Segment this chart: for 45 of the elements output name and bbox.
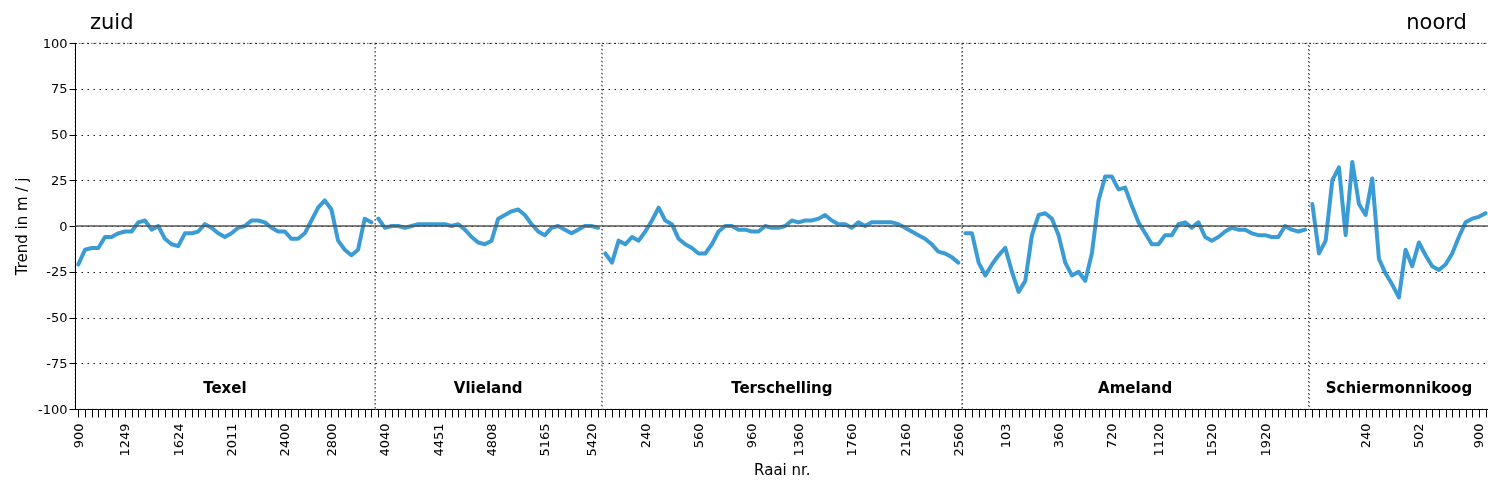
x-tick-label: 960 <box>744 423 760 449</box>
x-tick-label: 4040 <box>377 423 393 457</box>
y-tick-label: 100 <box>42 35 68 51</box>
x-tick-label: 360 <box>1051 423 1067 449</box>
y-axis-title: Trend in m / j <box>13 177 31 277</box>
x-tick-label: 720 <box>1104 423 1120 449</box>
x-tick-label: 560 <box>691 423 707 449</box>
y-tick-label: -25 <box>46 264 68 280</box>
annotation: Schiermonnikoog <box>1325 379 1473 397</box>
chart-title: noord <box>1406 10 1467 34</box>
x-tick-label: 1920 <box>1257 423 1273 457</box>
y-tick-label: -50 <box>46 310 68 325</box>
annotation: Vlieland <box>453 379 523 397</box>
y-tick-label: 75 <box>50 81 68 97</box>
x-tick-label: 1120 <box>1150 423 1166 457</box>
x-tick-label: 1360 <box>790 423 806 457</box>
y-tick-label: 25 <box>50 172 68 188</box>
x-tick-label: 502 <box>1411 423 1427 449</box>
y-tick-label: 50 <box>50 127 68 142</box>
x-tick-label: 1520 <box>1204 423 1220 457</box>
x-tick-label: 5420 <box>583 423 599 457</box>
x-tick-label: 2560 <box>950 423 966 457</box>
x-tick-label: 2160 <box>897 423 913 457</box>
x-tick-label: 5165 <box>537 423 553 457</box>
x-tick-label: 4808 <box>484 423 500 457</box>
x-tick-label: 103 <box>997 423 1013 449</box>
x-tick-label: 2400 <box>277 423 293 457</box>
annotation: Terschelling <box>731 379 833 397</box>
x-axis-title: Raai nr. <box>754 460 811 479</box>
x-tick-label: 2011 <box>224 423 240 457</box>
x-tick-label: 4451 <box>430 423 446 457</box>
y-tick-label: -75 <box>46 355 68 371</box>
x-tick-label: 1624 <box>170 423 186 457</box>
x-tick-label: 900 <box>70 423 86 449</box>
annotation: Ameland <box>1098 379 1173 397</box>
x-tick-label: 2800 <box>323 423 339 457</box>
y-tick-label: -100 <box>37 401 68 417</box>
annotation: Texel <box>203 379 247 397</box>
y-tick-label: 0 <box>59 218 68 234</box>
x-tick-label: 900 <box>1471 423 1487 449</box>
x-tick-label: 240 <box>637 423 653 449</box>
x-tick-label: 240 <box>1358 423 1374 449</box>
x-tick-label: 1760 <box>844 423 860 457</box>
x-tick-label: 1249 <box>117 423 133 457</box>
chart-title: zuid <box>90 10 134 34</box>
